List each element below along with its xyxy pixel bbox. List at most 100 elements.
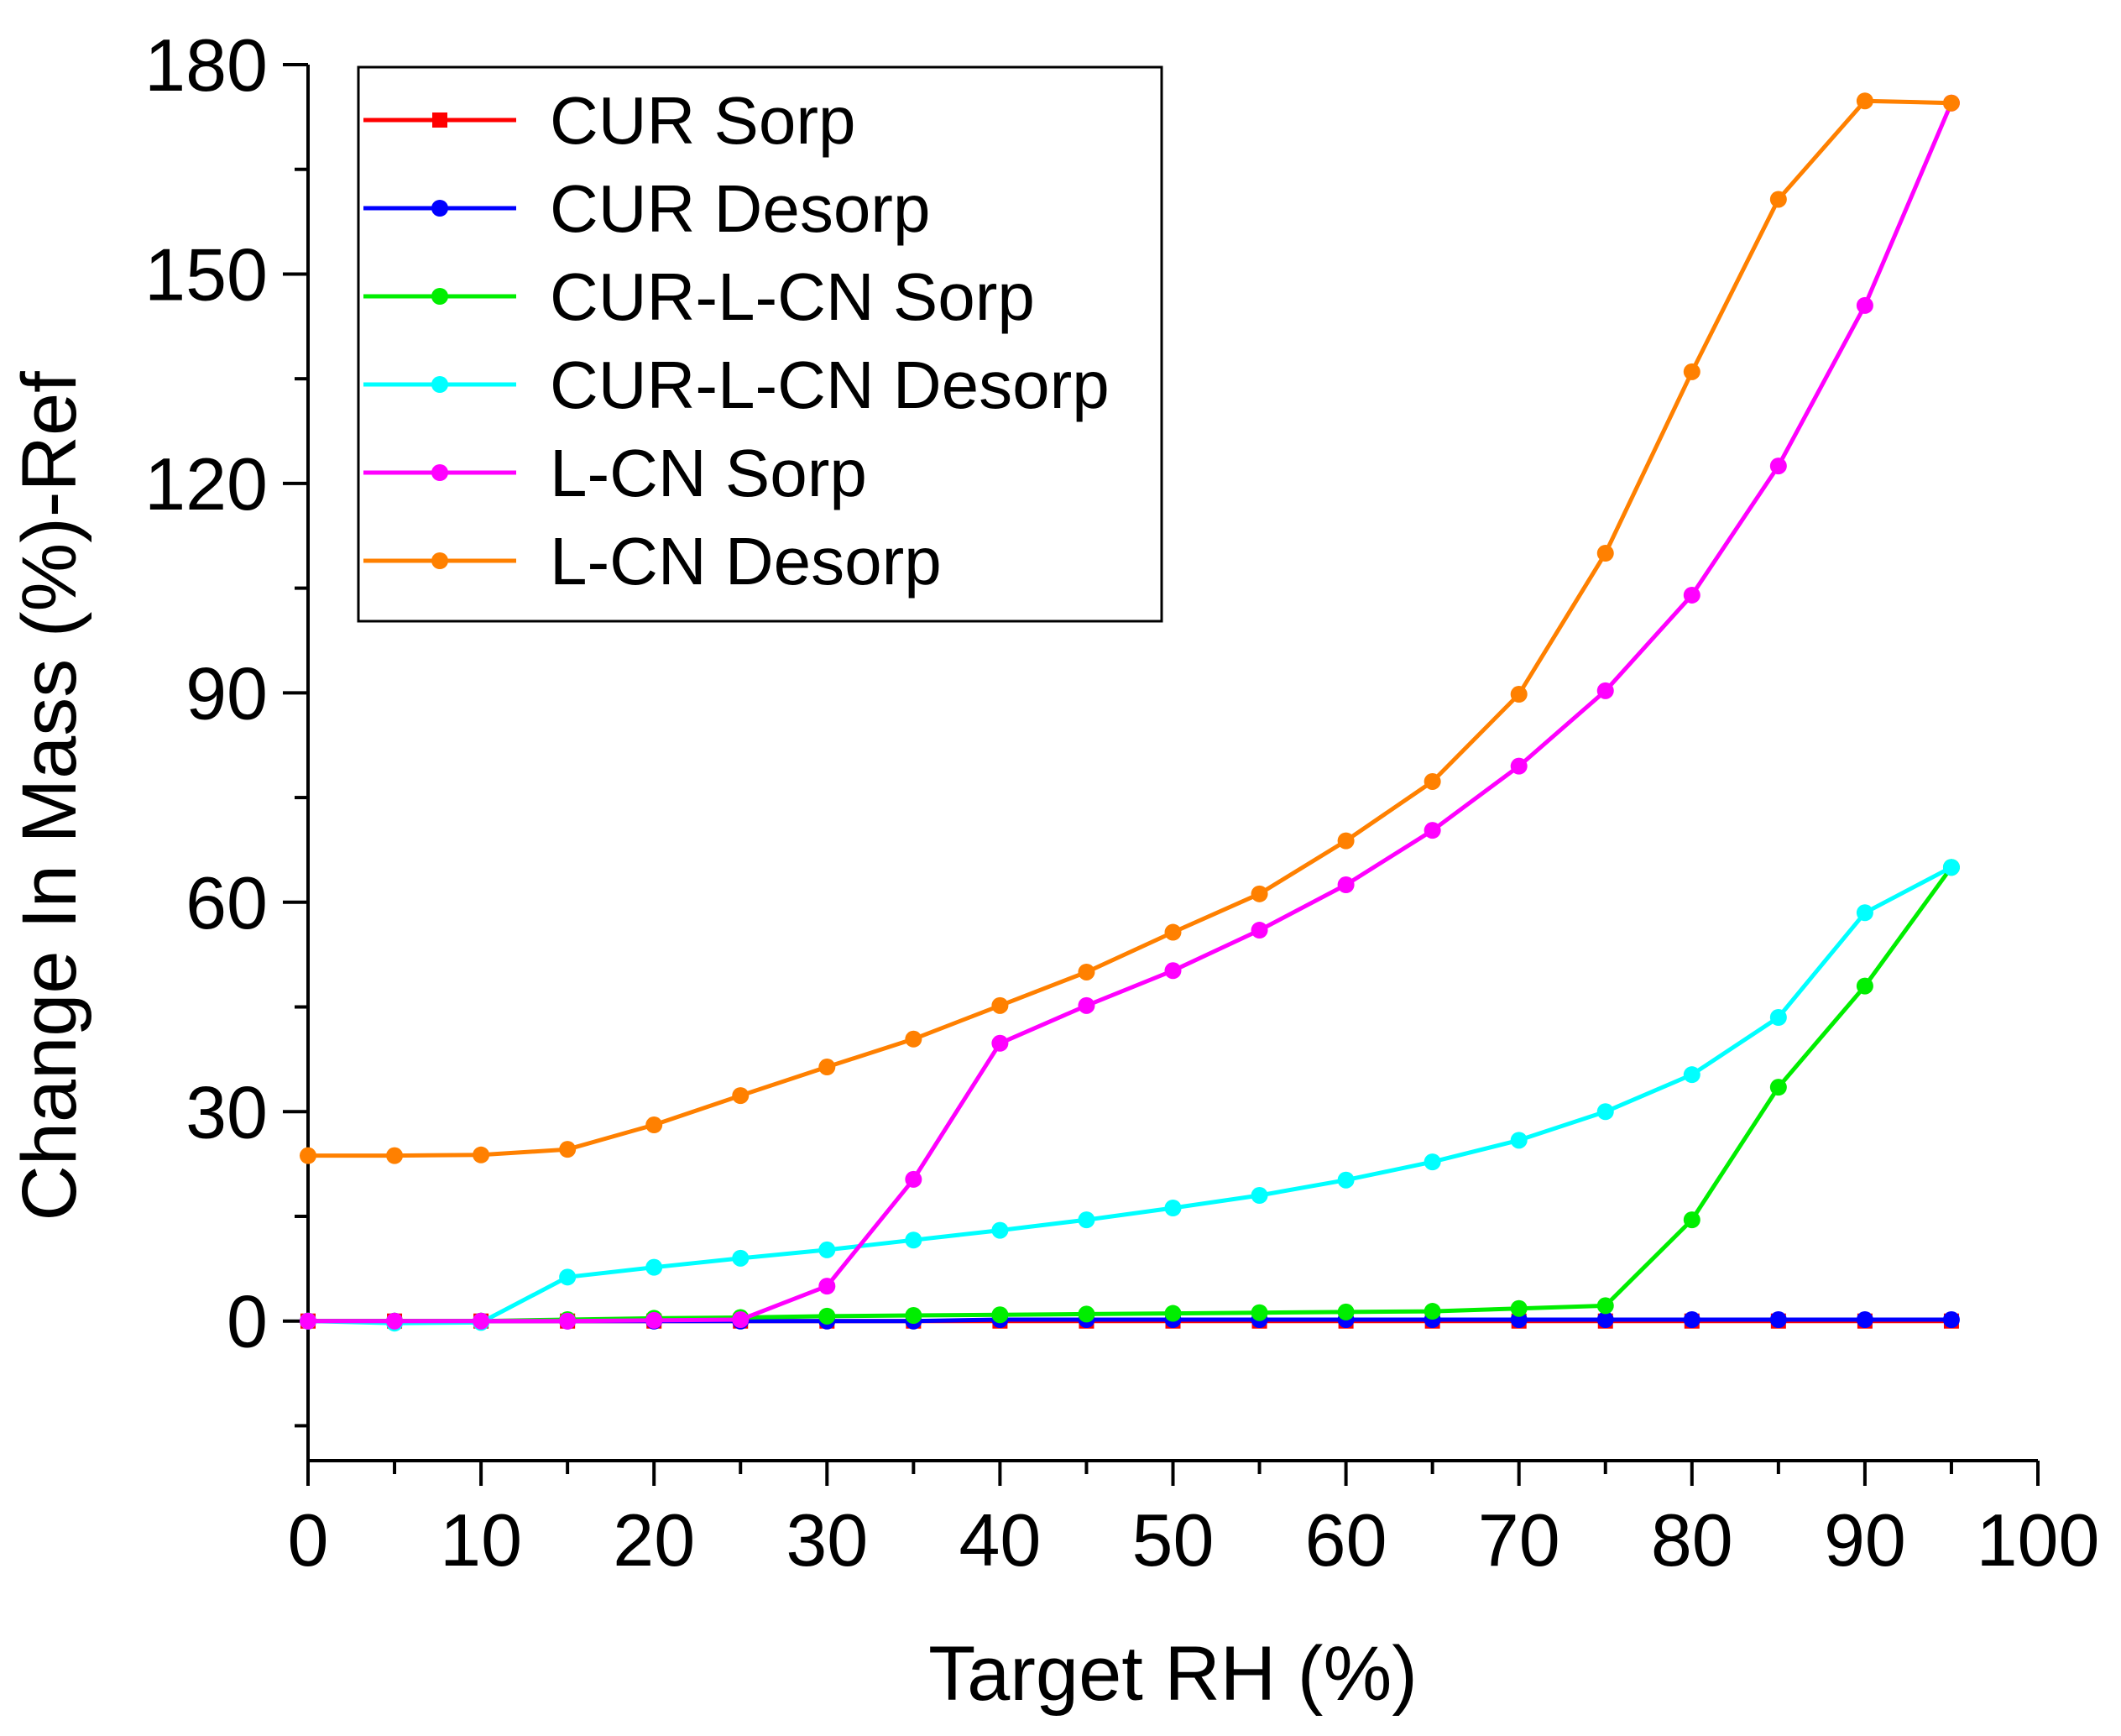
data-point-cur-l-cn-sorp	[1078, 1305, 1095, 1323]
x-tick-label: 60	[1305, 1498, 1387, 1582]
data-point-cur-l-cn-desorp	[1769, 1008, 1787, 1026]
data-point-l-cn-sorp	[386, 1312, 404, 1330]
legend-swatch-marker	[431, 376, 448, 393]
data-point-l-cn-sorp	[1164, 962, 1182, 980]
data-point-cur-l-cn-sorp	[1769, 1079, 1787, 1096]
series-layer	[300, 92, 1960, 1332]
y-tick-label: 0	[227, 1280, 268, 1363]
data-point-l-cn-sorp	[732, 1311, 750, 1329]
data-point-cur-desorp	[1942, 1311, 1960, 1329]
data-point-cur-desorp	[1856, 1311, 1873, 1329]
data-point-l-cn-sorp	[1424, 822, 1441, 839]
data-point-l-cn-desorp	[1424, 772, 1441, 790]
data-point-l-cn-sorp	[1596, 682, 1614, 699]
x-tick-label: 50	[1132, 1498, 1215, 1582]
data-point-cur-desorp	[1596, 1311, 1614, 1329]
data-point-cur-l-cn-desorp	[991, 1221, 1009, 1239]
legend-label: CUR-L-CN Desorp	[550, 348, 1110, 422]
axes: 0 10 20 30 40 50 60 70 80 90 100 0 30 60 90 120 150 180	[144, 24, 2099, 1582]
series-l-cn-desorp	[300, 92, 1960, 1164]
legend-item-l-cn-desorp: L-CN Desorp	[363, 524, 942, 599]
data-point-l-cn-sorp	[1251, 922, 1268, 939]
data-point-cur-l-cn-desorp	[1856, 904, 1873, 922]
data-point-l-cn-desorp	[1769, 191, 1787, 208]
data-point-l-cn-sorp	[818, 1278, 836, 1295]
data-point-l-cn-desorp	[559, 1141, 577, 1158]
data-point-cur-l-cn-desorp	[1078, 1211, 1095, 1229]
x-tick-label: 100	[1977, 1498, 2100, 1582]
data-point-cur-l-cn-desorp	[645, 1258, 663, 1276]
x-tick-label: 40	[959, 1498, 1041, 1582]
data-point-l-cn-sorp	[300, 1312, 316, 1330]
data-point-l-cn-sorp	[1337, 876, 1355, 894]
data-point-l-cn-sorp	[1769, 458, 1787, 475]
data-point-cur-l-cn-sorp	[1251, 1304, 1268, 1321]
data-point-cur-l-cn-desorp	[1510, 1132, 1528, 1149]
data-point-l-cn-sorp	[559, 1312, 577, 1330]
y-tick-label: 30	[185, 1070, 268, 1153]
data-point-cur-l-cn-sorp	[818, 1307, 836, 1325]
legend-item-cur-desorp: CUR Desorp	[363, 171, 930, 246]
data-point-cur-l-cn-sorp	[1856, 977, 1873, 995]
data-point-l-cn-desorp	[905, 1030, 922, 1048]
x-tick-label: 0	[288, 1498, 329, 1582]
data-point-cur-l-cn-sorp	[1337, 1303, 1355, 1320]
x-axis-title: Target RH (%)	[928, 1631, 1418, 1717]
legend-label: CUR Sorp	[550, 83, 856, 158]
legend: CUR Sorp CUR Desorp CUR-L-CN Sorp CUR-L-CN …	[357, 65, 1163, 623]
data-point-l-cn-desorp	[300, 1147, 316, 1164]
data-point-l-cn-desorp	[1164, 923, 1182, 941]
data-point-cur-l-cn-desorp	[732, 1249, 750, 1267]
y-tick-label: 150	[144, 233, 268, 316]
data-point-cur-l-cn-sorp	[1683, 1211, 1700, 1229]
data-point-l-cn-desorp	[1251, 885, 1268, 902]
data-point-cur-l-cn-desorp	[1164, 1199, 1182, 1216]
data-point-cur-l-cn-desorp	[1596, 1103, 1614, 1121]
x-tick-label: 20	[613, 1498, 695, 1582]
data-point-l-cn-sorp	[473, 1312, 490, 1330]
data-point-l-cn-sorp	[991, 1034, 1009, 1052]
series-cur-l-cn-desorp	[300, 859, 1960, 1332]
y-tick-label: 120	[144, 442, 268, 526]
data-point-l-cn-sorp	[1078, 996, 1095, 1014]
y-tick-label: 90	[185, 651, 268, 735]
data-point-cur-l-cn-desorp	[1337, 1171, 1355, 1189]
x-tick-label: 70	[1478, 1498, 1560, 1582]
data-point-l-cn-desorp	[818, 1059, 836, 1076]
y-axis-title: Change In Mass (%)-Ref	[7, 371, 92, 1221]
legend-swatch-marker	[431, 288, 448, 305]
data-point-l-cn-desorp	[645, 1116, 663, 1134]
data-point-cur-l-cn-desorp	[905, 1231, 922, 1249]
legend-swatch-marker	[431, 200, 448, 217]
data-point-cur-l-cn-sorp	[991, 1306, 1009, 1324]
x-tick-label: 90	[1824, 1498, 1906, 1582]
legend-swatch-marker	[431, 464, 448, 481]
data-point-l-cn-desorp	[1683, 363, 1700, 380]
legend-item-cur-l-cn-desorp: CUR-L-CN Desorp	[363, 348, 1110, 422]
legend-box	[357, 65, 1163, 623]
data-point-l-cn-desorp	[1596, 545, 1614, 562]
data-point-cur-l-cn-desorp	[818, 1241, 836, 1258]
data-point-cur-l-cn-sorp	[905, 1307, 922, 1325]
series-line-l-cn-sorp	[308, 102, 1954, 1324]
data-point-l-cn-sorp	[1683, 586, 1700, 604]
legend-item-l-cn-sorp: L-CN Sorp	[363, 436, 867, 510]
data-point-l-cn-desorp	[386, 1147, 404, 1164]
legend-item-cur-sorp: CUR Sorp	[363, 83, 856, 158]
data-point-cur-l-cn-sorp	[1164, 1305, 1182, 1322]
x-tick-label: 80	[1651, 1498, 1733, 1582]
legend-label: CUR-L-CN Sorp	[550, 259, 1035, 334]
data-point-l-cn-desorp	[1510, 686, 1528, 703]
data-point-l-cn-desorp	[473, 1146, 490, 1163]
legend-label: CUR Desorp	[550, 171, 930, 246]
data-point-l-cn-desorp	[1942, 94, 1960, 112]
data-point-l-cn-desorp	[1337, 832, 1355, 850]
x-tick-label: 30	[786, 1498, 868, 1582]
data-point-cur-l-cn-desorp	[559, 1268, 577, 1286]
data-point-cur-l-cn-desorp	[1424, 1153, 1441, 1171]
series-line-cur-l-cn-desorp	[307, 865, 1953, 1326]
data-point-l-cn-desorp	[1078, 963, 1095, 980]
legend-item-cur-l-cn-sorp: CUR-L-CN Sorp	[363, 259, 1035, 334]
data-point-l-cn-desorp	[991, 996, 1009, 1014]
